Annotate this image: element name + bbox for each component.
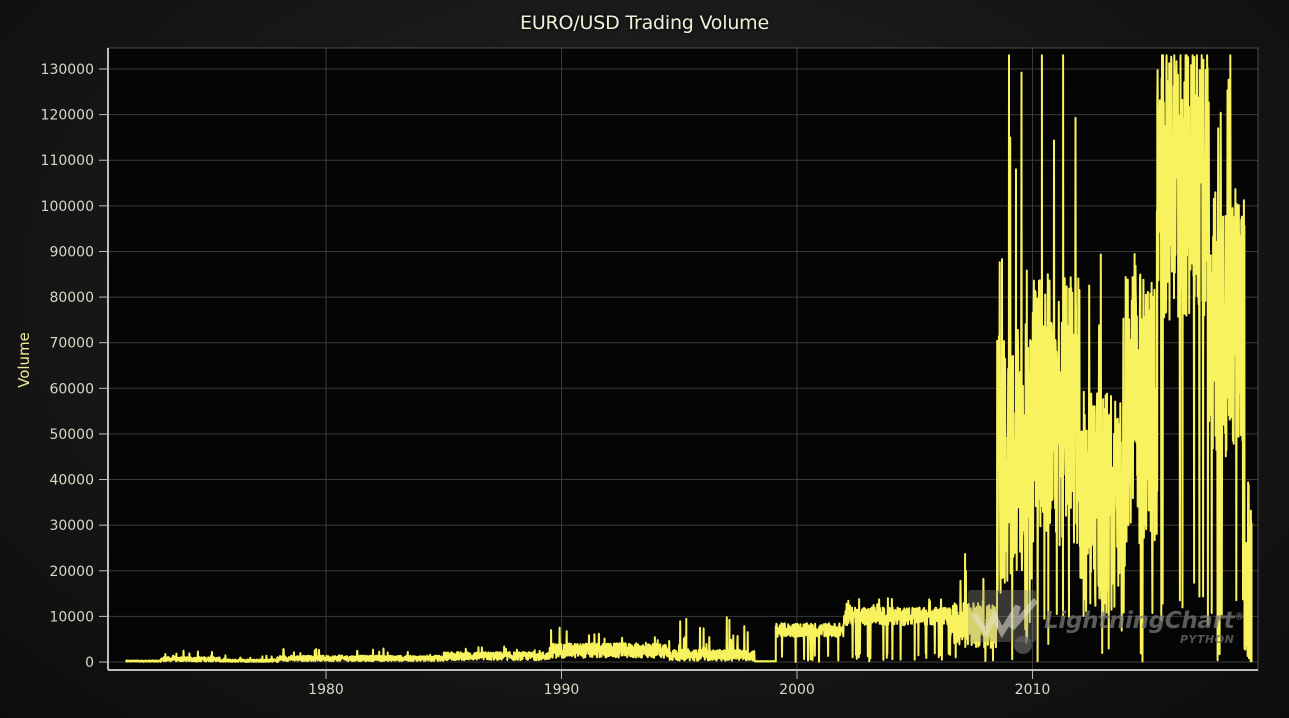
axes [107, 47, 1259, 671]
y-axis-ticks: 0 10000 20000 30000 40000 50000 60000 70000 8000… [41, 62, 108, 671]
y-tick-label: 0 [85, 655, 94, 671]
y-tick-label: 30000 [49, 518, 94, 534]
chart-title: EURO/USD Trading Volume [520, 12, 769, 34]
y-tick-label: 50000 [49, 427, 94, 443]
y-tick-label: 80000 [49, 290, 94, 306]
y-tick-label: 70000 [49, 336, 94, 352]
y-tick-label: 10000 [49, 609, 94, 625]
volume-series [124, 54, 1253, 663]
y-tick-label: 120000 [41, 108, 94, 124]
x-tick-label: 1990 [544, 682, 580, 698]
y-tick-label: 60000 [49, 381, 94, 397]
y-tick-label: 100000 [41, 199, 94, 215]
y-tick-label: 20000 [49, 564, 94, 580]
y-tick-label: 40000 [49, 473, 94, 489]
x-axis-ticks: 1980 1990 2000 2010 [308, 670, 1050, 698]
y-tick-label: 130000 [41, 62, 94, 78]
y-tick-label: 110000 [41, 153, 94, 169]
x-tick-label: 2010 [1015, 682, 1051, 698]
y-tick-label: 90000 [49, 244, 94, 260]
x-tick-label: 2000 [779, 682, 815, 698]
x-tick-label: 1980 [308, 682, 344, 698]
